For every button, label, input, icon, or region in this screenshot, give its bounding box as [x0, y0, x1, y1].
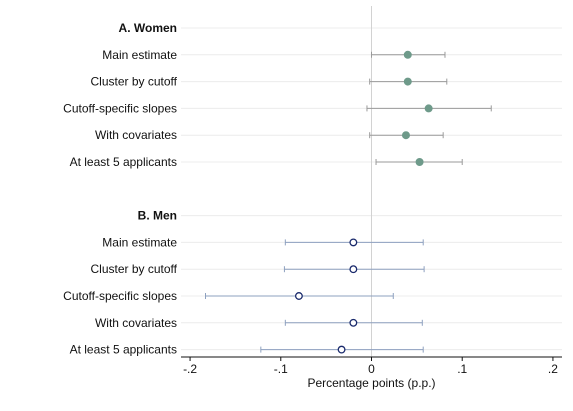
coefficient-row	[260, 345, 424, 354]
point-estimate	[349, 265, 358, 274]
point-estimate	[424, 104, 433, 113]
point-estimate	[294, 292, 303, 300]
x-tick-label: .1	[457, 362, 467, 376]
x-tick-label: .2	[548, 362, 558, 376]
row-label: At least 5 applicants	[70, 343, 177, 357]
row-label: Cutoff-specific slopes	[63, 101, 177, 115]
row-label: Cluster by cutoff	[91, 75, 178, 89]
group-label: A. Women	[119, 21, 177, 35]
coefficient-rows	[204, 50, 492, 354]
row-label: Main estimate	[102, 235, 177, 249]
x-tick-label: -.1	[274, 362, 288, 376]
x-axis-title: Percentage points (p.p.)	[307, 376, 435, 390]
group-label: B. Men	[138, 209, 177, 223]
row-label: Cluster by cutoff	[91, 262, 178, 276]
x-axis: -.2 -.1 0 .1 .2	[181, 356, 562, 376]
coefficient-row	[366, 104, 492, 113]
row-labels: A. Women Main estimate Cluster by cutoff Cu…	[63, 21, 178, 357]
row-label: With covariates	[95, 316, 177, 330]
point-estimate	[349, 238, 358, 247]
coefficient-row	[369, 77, 448, 86]
row-label: With covariates	[95, 128, 177, 142]
point-estimate	[349, 318, 358, 327]
row-label: Cutoff-specific slopes	[63, 289, 177, 303]
coefficient-row	[375, 157, 463, 166]
x-ticks: -.2 -.1 0 .1 .2	[183, 357, 558, 376]
x-tick-label: 0	[368, 362, 375, 376]
x-tick-label: -.2	[183, 362, 197, 376]
coefficient-row	[283, 265, 425, 274]
coefficient-row	[369, 131, 444, 140]
row-label: Main estimate	[102, 48, 177, 62]
coefficient-row	[204, 292, 394, 300]
point-estimate	[403, 50, 412, 59]
coefficient-row	[371, 50, 446, 59]
coefficient-row	[284, 318, 423, 327]
row-label: At least 5 applicants	[70, 155, 177, 169]
point-estimate	[415, 157, 424, 166]
point-estimate	[401, 131, 410, 140]
coefficient-row	[284, 238, 424, 247]
point-estimate	[403, 77, 412, 86]
point-estimate	[337, 345, 346, 354]
